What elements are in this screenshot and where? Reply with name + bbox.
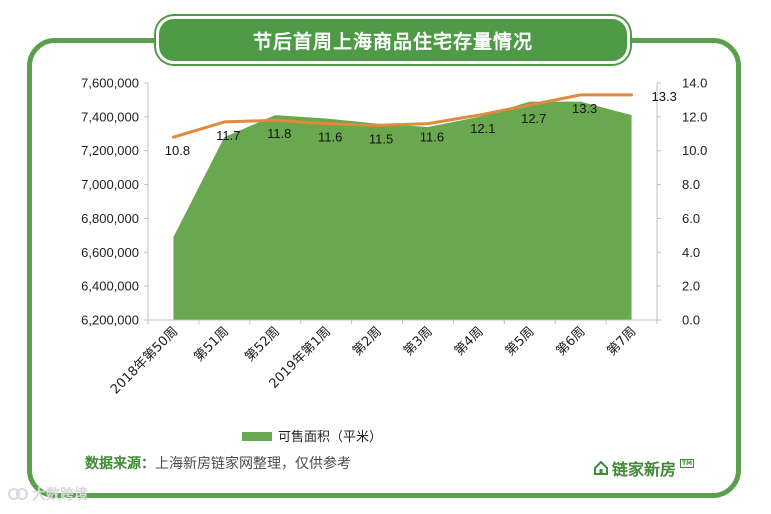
data-source: 数据来源：上海新房链家网整理，仅供参考 <box>85 453 351 473</box>
x-tick-label: 第4周 <box>452 324 487 359</box>
area-series-available-area <box>173 101 632 320</box>
data-label: 11.7 <box>216 128 240 143</box>
brand-trademark: TM <box>680 459 695 468</box>
y-left-tick-label: 6,600,000 <box>81 245 139 260</box>
legend-label-available-area: 可售面积（平米） <box>278 429 382 445</box>
watermark-logo-icon <box>8 488 28 500</box>
x-tick-label: 第51周 <box>191 324 232 365</box>
x-tick-label: 第3周 <box>401 324 436 359</box>
y-left-tick-label: 7,000,000 <box>81 177 139 192</box>
data-label: 11.8 <box>267 126 291 141</box>
legend-swatch-available-area <box>242 432 272 441</box>
y-right-tick-label: 6.0 <box>682 211 700 226</box>
watermark: 大数跨境 <box>8 484 88 504</box>
y-right-tick-label: 8.0 <box>682 177 700 192</box>
x-tick-label: 第7周 <box>605 324 640 359</box>
y-left-tick-label: 7,400,000 <box>81 109 139 124</box>
data-label: 11.6 <box>420 130 444 145</box>
data-label: 12.1 <box>470 121 495 136</box>
y-right-tick-label: 10.0 <box>682 143 707 158</box>
y-right-tick-label: 14.0 <box>682 76 707 91</box>
brand-logo: 链家新房 TM <box>593 456 695 480</box>
data-label: 11.6 <box>318 130 342 145</box>
y-right-tick-label: 4.0 <box>682 245 700 260</box>
y-left-tick-label: 7,600,000 <box>81 76 139 91</box>
data-label: 13.3 <box>572 101 597 116</box>
y-left-tick-label: 6,800,000 <box>81 211 139 226</box>
x-tick-label: 第2周 <box>350 324 385 359</box>
x-tick-label: 第52周 <box>242 324 283 365</box>
y-right-tick-label: 0.0 <box>682 313 700 328</box>
data-label: 12.7 <box>521 111 546 126</box>
house-icon <box>594 460 608 475</box>
data-label: 11.5 <box>369 131 393 146</box>
watermark-text: 大数跨境 <box>32 487 88 503</box>
x-tick-label: 第5周 <box>503 324 538 359</box>
x-tick-label: 2018年第50周 <box>108 324 181 397</box>
x-tick-label: 第6周 <box>554 324 589 359</box>
data-label: 10.8 <box>165 143 190 158</box>
y-right-tick-label: 12.0 <box>682 109 707 124</box>
page-title: 节后首周上海商品住宅存量情况 <box>156 16 630 64</box>
data-source-label: 数据来源： <box>85 456 155 472</box>
data-source-text: 上海新房链家网整理，仅供参考 <box>155 456 351 472</box>
data-label: 13.3 <box>652 89 677 104</box>
y-right-tick-label: 2.0 <box>682 279 700 294</box>
line-series-ratio <box>171 93 634 139</box>
y-left-tick-label: 7,200,000 <box>81 143 139 158</box>
y-left-tick-label: 6,200,000 <box>81 313 139 328</box>
y-left-tick-label: 6,400,000 <box>81 279 139 294</box>
brand-name: 链家新房 <box>612 460 677 479</box>
